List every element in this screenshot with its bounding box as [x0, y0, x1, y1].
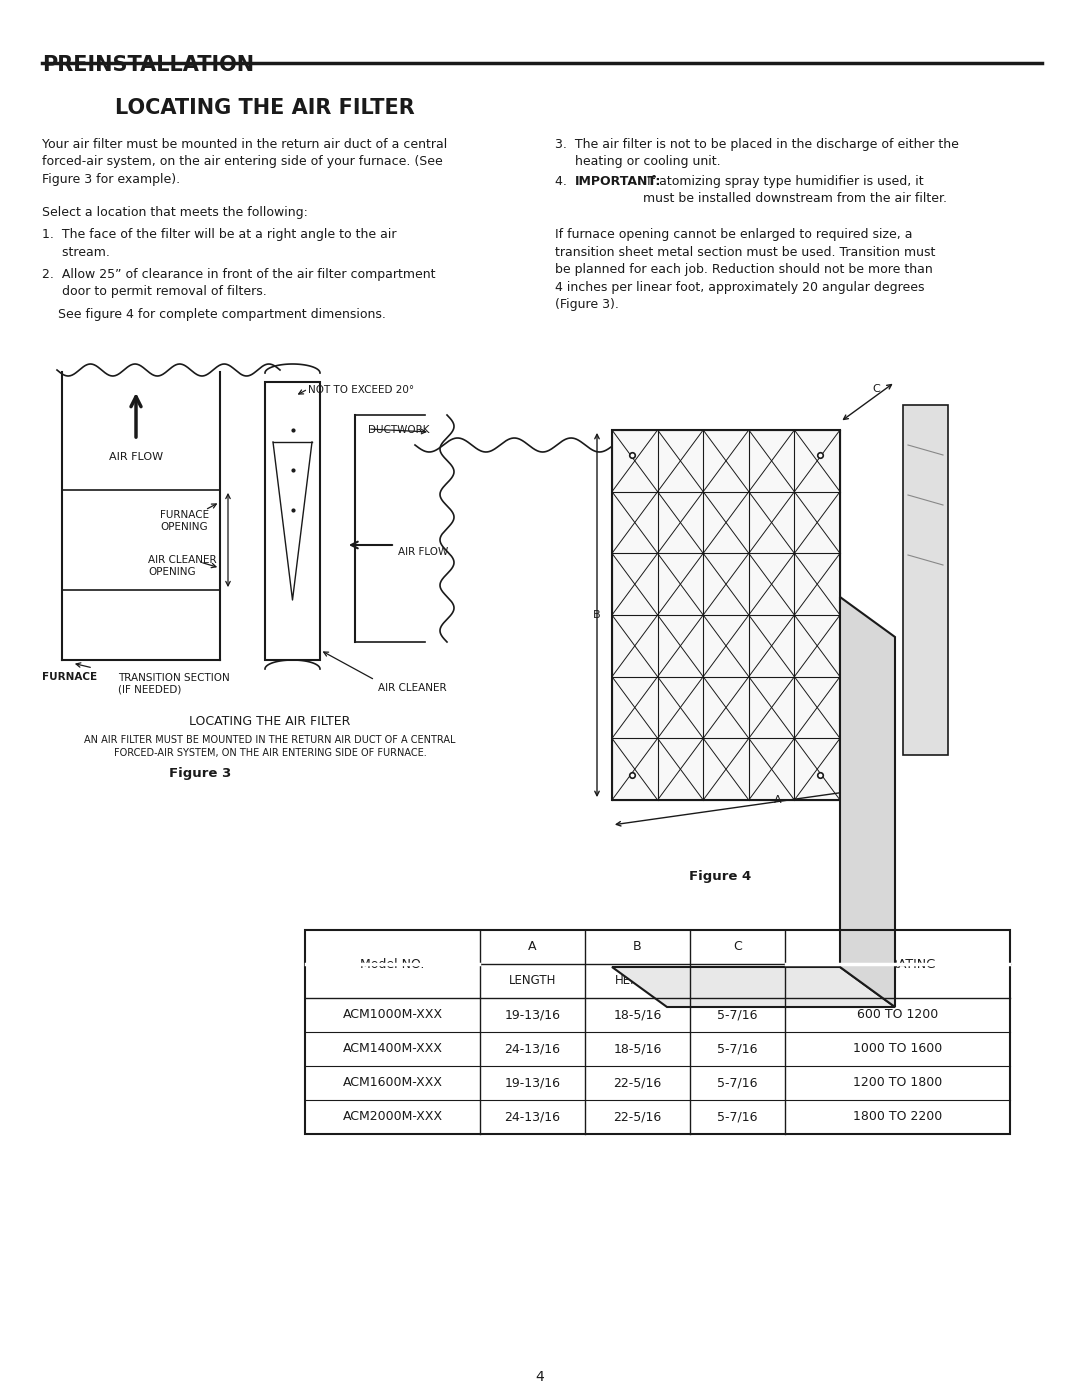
Text: LOCATING THE AIR FILTER: LOCATING THE AIR FILTER	[116, 98, 415, 117]
Text: HEIGHT: HEIGHT	[616, 975, 660, 988]
Text: 1200 TO 1800: 1200 TO 1800	[853, 1077, 942, 1090]
Text: C: C	[873, 384, 880, 394]
Text: 5-7/16: 5-7/16	[717, 1111, 758, 1123]
Text: 4: 4	[536, 1370, 544, 1384]
Text: 5-7/16: 5-7/16	[717, 1009, 758, 1021]
Text: TRANSITION SECTION
(IF NEEDED): TRANSITION SECTION (IF NEEDED)	[118, 673, 230, 694]
Text: FURNACE: FURNACE	[42, 672, 97, 682]
Text: 1000 TO 1600: 1000 TO 1600	[853, 1042, 942, 1056]
Text: B: B	[592, 610, 600, 620]
Text: IMPORTANT:: IMPORTANT:	[575, 175, 661, 189]
Text: LOCATING THE AIR FILTER: LOCATING THE AIR FILTER	[189, 715, 351, 728]
Text: 24-13/16: 24-13/16	[504, 1042, 561, 1056]
Text: NOT TO EXCEED 20°: NOT TO EXCEED 20°	[308, 386, 414, 395]
Bar	[903, 405, 948, 754]
Bar	[265, 381, 320, 659]
Text: DUCTWORK: DUCTWORK	[368, 425, 430, 434]
Text: Figure 4: Figure 4	[689, 870, 751, 883]
Text: PREINSTALLATION: PREINSTALLATION	[42, 54, 254, 75]
Text: ACM1400M-XXX: ACM1400M-XXX	[342, 1042, 443, 1056]
Text: Model NO.: Model NO.	[361, 957, 424, 971]
Text: If atomizing spray type humidifier is used, it
must be installed downstream from: If atomizing spray type humidifier is us…	[643, 175, 947, 205]
Text: A: A	[773, 795, 781, 805]
Text: Figure 3: Figure 3	[168, 767, 231, 780]
Text: 19-13/16: 19-13/16	[504, 1009, 561, 1021]
Bar	[305, 930, 1010, 1134]
Text: B: B	[633, 940, 642, 954]
Text: 22-5/16: 22-5/16	[613, 1111, 662, 1123]
Text: 18-5/16: 18-5/16	[613, 1042, 662, 1056]
Text: See figure 4 for complete compartment dimensions.: See figure 4 for complete compartment di…	[58, 307, 386, 321]
Text: ACM1600M-XXX: ACM1600M-XXX	[342, 1077, 443, 1090]
Text: 24-13/16: 24-13/16	[504, 1111, 561, 1123]
Text: 5-7/16: 5-7/16	[717, 1077, 758, 1090]
Text: 2.  Allow 25” of clearance in front of the air filter compartment
     door to p: 2. Allow 25” of clearance in front of th…	[42, 268, 435, 299]
Text: 19-13/16: 19-13/16	[504, 1077, 561, 1090]
Text: If furnace opening cannot be enlarged to required size, a
transition sheet metal: If furnace opening cannot be enlarged to…	[555, 228, 935, 312]
Text: 5-7/16: 5-7/16	[717, 1042, 758, 1056]
Polygon shape	[612, 967, 895, 1007]
Text: Select a location that meets the following:: Select a location that meets the followi…	[42, 205, 308, 219]
Text: AN AIR FILTER MUST BE MOUNTED IN THE RETURN AIR DUCT OF A CENTRAL
FORCED-AIR SYS: AN AIR FILTER MUST BE MOUNTED IN THE RET…	[84, 735, 456, 759]
Text: LENGTH: LENGTH	[509, 975, 556, 988]
Text: ACM2000M-XXX: ACM2000M-XXX	[342, 1111, 443, 1123]
Text: AIR FLOW: AIR FLOW	[109, 453, 163, 462]
Polygon shape	[840, 597, 895, 1007]
Text: WIDTH: WIDTH	[717, 975, 757, 988]
Text: FURNACE
OPENING: FURNACE OPENING	[160, 510, 210, 532]
Text: 1.  The face of the filter will be at a right angle to the air
     stream.: 1. The face of the filter will be at a r…	[42, 228, 396, 258]
Bar	[612, 430, 840, 800]
Text: C: C	[733, 940, 742, 954]
Text: 22-5/16: 22-5/16	[613, 1077, 662, 1090]
Text: A: A	[528, 940, 537, 954]
Text: 18-5/16: 18-5/16	[613, 1009, 662, 1021]
Text: 4.: 4.	[555, 175, 575, 189]
Text: 3.  The air filter is not to be placed in the discharge of either the
     heati: 3. The air filter is not to be placed in…	[555, 138, 959, 169]
Text: AIR FLOW: AIR FLOW	[399, 548, 448, 557]
Text: 600 TO 1200: 600 TO 1200	[856, 1009, 939, 1021]
Text: Your air filter must be mounted in the return air duct of a central
forced-air s: Your air filter must be mounted in the r…	[42, 138, 447, 186]
Text: AIR CLEANER: AIR CLEANER	[378, 683, 447, 693]
Text: ACM1000M-XXX: ACM1000M-XXX	[342, 1009, 443, 1021]
Text: CFM RATING: CFM RATING	[859, 957, 936, 971]
Text: AIR CLEANER
OPENING: AIR CLEANER OPENING	[148, 555, 217, 577]
Text: 1800 TO 2200: 1800 TO 2200	[853, 1111, 942, 1123]
